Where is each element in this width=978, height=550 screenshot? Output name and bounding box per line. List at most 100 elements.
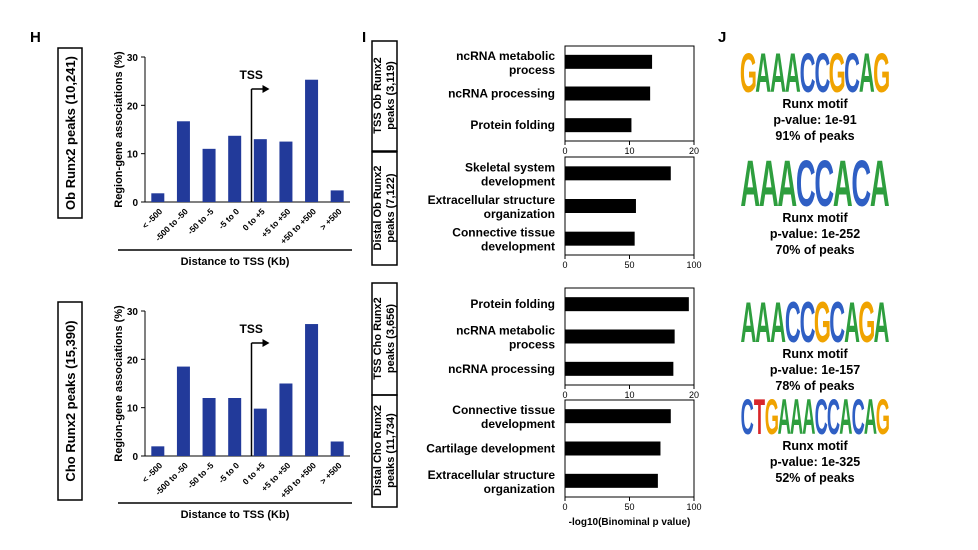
x-tick-label: 100: [686, 502, 701, 512]
logo-letter: A: [859, 42, 875, 104]
motif-title: Runx motif: [782, 97, 848, 111]
row-label-line: peaks (11,734): [385, 413, 397, 488]
go-term-line: ncRNA metabolic: [456, 49, 555, 63]
bar: [565, 297, 689, 312]
logo-letter: G: [829, 42, 846, 104]
x-tick-label: > +500: [318, 460, 344, 486]
go-term-label: ncRNA processing: [448, 87, 555, 101]
go-term-line: ncRNA metabolic: [456, 324, 555, 338]
bar: [176, 366, 190, 456]
logo-letter: A: [874, 290, 890, 355]
row-label: Cho Runx2 peaks (15,390): [63, 320, 78, 481]
x-tick-label: 10: [624, 146, 634, 156]
x-tick-label: -5 to 0: [216, 206, 241, 231]
bar: [176, 121, 190, 202]
y-tick-label: 0: [132, 452, 138, 463]
motif-percent: 78% of peaks: [775, 379, 854, 393]
logo-letter: C: [741, 389, 754, 445]
logo-letter: G: [873, 42, 890, 104]
x-tick-label: -5 to 0: [216, 460, 241, 485]
bar: [253, 408, 267, 456]
logo-letter: A: [839, 389, 852, 445]
go-term-line: process: [509, 63, 555, 77]
panel-label-j: J: [718, 29, 726, 46]
x-axis-label: Distance to TSS (Kb): [181, 509, 290, 521]
logo-letter: C: [851, 146, 871, 220]
tss-label: TSS: [240, 322, 263, 336]
logo-letter: T: [754, 389, 765, 445]
logo-letter: C: [796, 146, 816, 220]
y-axis-label: Region-gene associations (%): [113, 305, 125, 462]
logo-letter: C: [844, 42, 860, 104]
go-term-line: Extracellular structure: [428, 193, 556, 207]
bar: [305, 324, 319, 456]
row-label-line: TSS Ob Runx2: [372, 57, 384, 133]
y-tick-label: 20: [127, 101, 139, 112]
go-term-line: Cartilage development: [426, 442, 555, 456]
y-tick-label: 10: [127, 404, 139, 415]
bar: [202, 398, 216, 456]
logo-letter: C: [852, 389, 865, 445]
go-term-line: ncRNA processing: [448, 362, 555, 376]
logo-letter: A: [870, 146, 890, 220]
bar: [565, 199, 636, 213]
x-tick-label: -50 to -5: [185, 206, 215, 236]
bar: [565, 231, 635, 246]
go-term-line: Connective tissue: [452, 403, 555, 417]
motif-percent: 91% of peaks: [775, 129, 854, 143]
row-label-box: [371, 40, 398, 152]
bar: [565, 86, 651, 101]
x-tick-label: 100: [686, 260, 701, 270]
go-chart-distal-cho: Distal Cho Runx2peaks (11,734) Connective…: [371, 394, 702, 528]
logo-letter: A: [770, 42, 786, 104]
go-term-line: organization: [484, 207, 555, 221]
row-label-box: [371, 151, 398, 266]
bar: [565, 166, 671, 181]
x-tick-label: 50: [624, 502, 634, 512]
logo-letter: G: [814, 290, 831, 355]
bar: [330, 441, 344, 456]
logo-letter: G: [858, 290, 875, 355]
row-label-box: [371, 394, 398, 508]
go-chart-tss-cho: TSS Cho Runx2peaks (3,656) Protein foldin…: [371, 282, 699, 400]
y-tick-label: 30: [127, 307, 139, 318]
go-term-label: Skeletal system development: [465, 160, 555, 188]
x-tick-label: > +500: [318, 206, 344, 232]
x-tick-label: 0: [562, 260, 567, 270]
x-tick-label: 20: [689, 390, 699, 400]
logo-letter: A: [778, 389, 791, 445]
logo-letter: A: [740, 146, 760, 220]
go-term-label: Extracellular structure organization: [428, 193, 556, 221]
logo-letter: C: [814, 146, 834, 220]
row-label-line: Distal Ob Runx2: [372, 166, 384, 251]
motif-title: Runx motif: [782, 439, 848, 453]
panel-label-i: I: [362, 29, 366, 46]
go-term-line: Protein folding: [470, 118, 555, 132]
go-term-label: ncRNA metabolic process: [456, 49, 555, 77]
motif-percent: 52% of peaks: [775, 471, 854, 485]
x-tick-label: 0: [562, 390, 567, 400]
go-term-line: development: [481, 240, 555, 254]
row-label: TSS Ob Runx2peaks (3,119): [372, 57, 397, 133]
go-chart-tss-ob: TSS Ob Runx2peaks (3,119) ncRNA metabolic…: [371, 40, 699, 156]
x-tick-label: 0: [562, 502, 567, 512]
logo-letter: C: [814, 42, 830, 104]
bar: [305, 79, 319, 202]
motif-pvalue: p-value: 1e-325: [770, 455, 860, 469]
bar: [565, 473, 658, 488]
row-label: TSS Cho Runx2peaks (3,656): [372, 297, 397, 380]
motif-pvalue: p-value: 1e-252: [770, 227, 860, 241]
row-label: Distal Cho Runx2peaks (11,734): [372, 405, 397, 496]
tss-label: TSS: [240, 68, 263, 82]
y-tick-label: 10: [127, 150, 139, 161]
x-tick-label: < -500: [140, 206, 164, 230]
logo-letter: C: [829, 290, 845, 355]
bar: [279, 383, 293, 456]
logo-letter: C: [827, 389, 840, 445]
go-term-line: Connective tissue: [452, 226, 555, 240]
go-term-label: ncRNA metabolic process: [456, 324, 555, 352]
logo-letter: A: [785, 42, 801, 104]
